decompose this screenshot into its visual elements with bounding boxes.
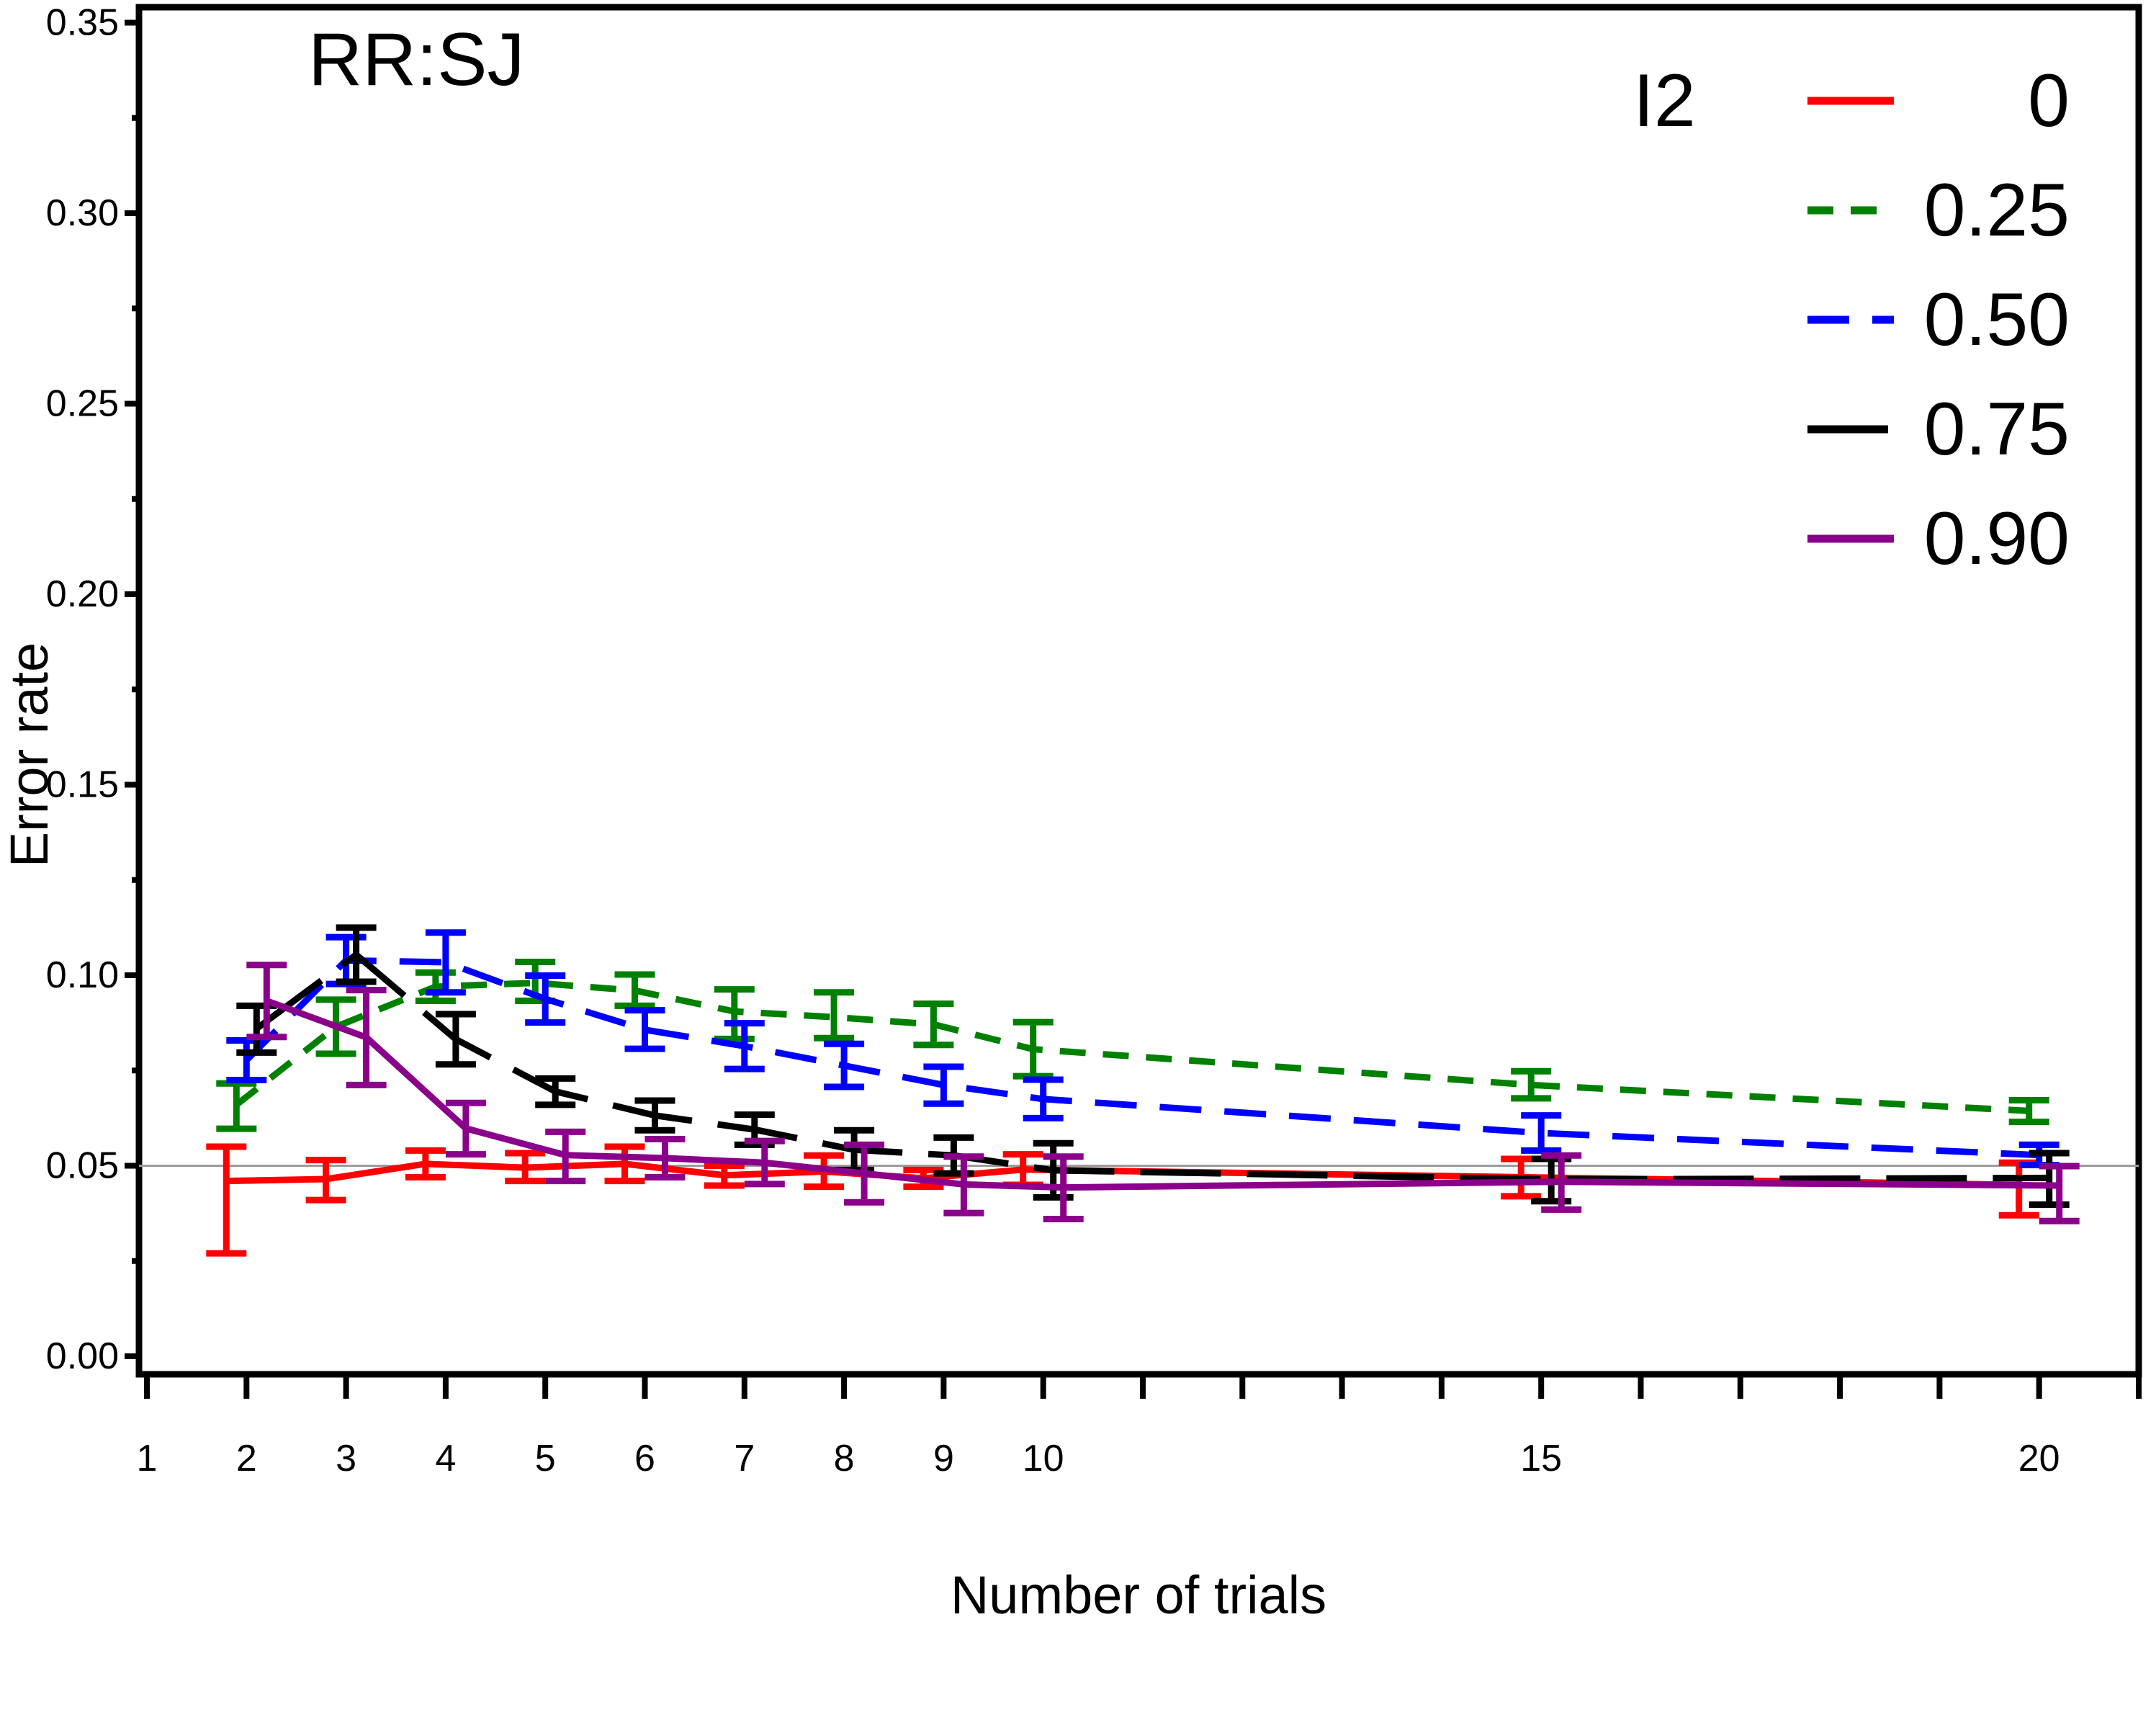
error-bar-i2-0-trial-2 <box>206 1143 247 1257</box>
y-axis-title: Error rate <box>0 642 59 868</box>
error-bar-i2-0.25-trial-6 <box>614 971 655 1009</box>
error-bar-i2-0.90-trial-4 <box>445 1099 486 1158</box>
error-bar-i2-0.90-trial-3 <box>346 987 387 1088</box>
y-tick-label: 0.05 <box>46 1145 119 1187</box>
x-tick-label: 4 <box>435 1438 456 1479</box>
legend-label-i2-0: 0 <box>2028 59 2070 143</box>
y-tick-label: 0.10 <box>46 954 119 996</box>
error-bar-i2-0.90-trial-7 <box>744 1137 785 1188</box>
error-bar-i2-0-trial-5 <box>505 1150 546 1185</box>
legend-label-i2-0.75: 0.75 <box>1924 388 2070 471</box>
error-bar-i2-0.25-trial-8 <box>814 989 855 1042</box>
error-bar-i2-0.50-trial-6 <box>624 1007 665 1052</box>
error-bar-i2-0.50-trial-15 <box>1521 1112 1562 1154</box>
error-bar-i2-0.75-trial-20 <box>2029 1150 2070 1208</box>
series-line-i2-0.25 <box>234 980 2029 1114</box>
error-bar-i2-0.75-trial-4 <box>435 1011 476 1068</box>
error-bar-i2-0.50-trial-7 <box>724 1020 765 1072</box>
y-axis-ticks: 0.00 0.05 0.10 0.15 0.20 0.25 0.30 0.35 <box>46 2 139 1377</box>
x-tick-label: 7 <box>734 1438 755 1479</box>
x-tick-label: 8 <box>834 1438 855 1479</box>
y-tick-label: 0.20 <box>46 573 119 615</box>
error-bar-i2-0.75-trial-6 <box>634 1097 675 1134</box>
error-bar-i2-0.75-trial-5 <box>535 1075 576 1108</box>
error-bar-i2-0-trial-7 <box>704 1163 745 1189</box>
error-bar-i2-0.50-trial-4 <box>425 929 466 996</box>
error-bar-i2-0.25-trial-20 <box>2008 1097 2049 1126</box>
x-tick-label: 9 <box>933 1438 954 1479</box>
error-bar-i2-0.90-trial-10 <box>1043 1153 1084 1223</box>
x-tick-label: 5 <box>535 1438 556 1479</box>
y-tick-label: 0.00 <box>46 1335 119 1377</box>
legend: I2 0 0.25 0.50 0.75 0.90 <box>1633 59 2070 581</box>
error-bar-i2-0.50-trial-8 <box>824 1040 865 1090</box>
error-bar-i2-0.50-trial-10 <box>1023 1076 1064 1121</box>
x-tick-label: 2 <box>236 1438 257 1479</box>
error-bar-i2-0.90-trial-15 <box>1541 1152 1582 1213</box>
error-bar-i2-0-trial-4 <box>405 1147 446 1181</box>
error-bar-i2-0.25-trial-2 <box>216 1080 257 1132</box>
error-bar-i2-0.90-trial-20 <box>2039 1163 2080 1224</box>
legend-label-i2-0.90: 0.90 <box>1924 497 2070 581</box>
error-bar-i2-0.50-trial-2 <box>226 1036 267 1083</box>
error-bar-i2-0.25-trial-9 <box>913 1000 954 1049</box>
error-bar-i2-0.50-trial-9 <box>923 1063 964 1107</box>
data-series-layer <box>206 924 2080 1257</box>
series-line-i2-0.50 <box>244 957 2039 1159</box>
legend-label-i2-0.25: 0.25 <box>1924 169 2070 252</box>
x-tick-label: 20 <box>2018 1438 2060 1479</box>
plot-title: RR:SJ <box>308 18 524 102</box>
error-bar-i2-0.75-trial-3 <box>336 924 377 985</box>
error-bar-i2-0.90-trial-2 <box>246 962 287 1041</box>
error-bar-i2-0-trial-6 <box>604 1143 645 1185</box>
error-bar-i2-0.25-trial-15 <box>1511 1067 1552 1102</box>
series-line-i2-0.90 <box>265 998 2060 1191</box>
error-bar-i2-0.90-trial-6 <box>644 1135 686 1181</box>
y-tick-label: 0.15 <box>46 764 119 806</box>
legend-title: I2 <box>1633 59 1696 143</box>
x-tick-label: 1 <box>137 1438 158 1479</box>
error-bar-i2-0.25-trial-7 <box>714 986 755 1042</box>
x-tick-label: 6 <box>634 1438 655 1479</box>
error-bar-i2-0.90-trial-8 <box>844 1141 885 1206</box>
error-bar-i2-0.90-trial-9 <box>943 1153 984 1217</box>
x-tick-label: 10 <box>1023 1438 1064 1479</box>
error-bar-i2-0.25-trial-4 <box>415 969 456 1004</box>
y-tick-label: 0.35 <box>46 2 119 44</box>
x-axis-ticks: 1 2 3 4 5 6 7 8 9 10 15 20 <box>137 1377 2142 1479</box>
error-bar-i2-0.90-trial-5 <box>545 1128 586 1185</box>
x-tick-label: 3 <box>336 1438 356 1479</box>
y-tick-label: 0.25 <box>46 383 119 425</box>
x-tick-label: 15 <box>1520 1438 1562 1479</box>
error-bar-i2-0.25-trial-10 <box>1012 1018 1054 1080</box>
x-axis-title: Number of trials <box>951 1565 1326 1625</box>
y-tick-label: 0.30 <box>46 192 119 234</box>
error-bar-i2-0.75-trial-2 <box>236 1002 277 1056</box>
legend-label-i2-0.50: 0.50 <box>1924 278 2070 362</box>
error-bar-i2-0.50-trial-5 <box>525 972 566 1026</box>
error-bar-i2-0-trial-3 <box>305 1157 346 1204</box>
